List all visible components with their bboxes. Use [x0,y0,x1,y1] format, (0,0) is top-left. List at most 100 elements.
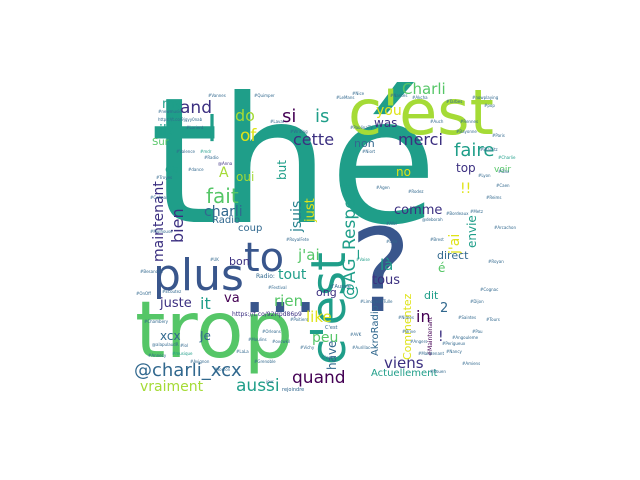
word: #Auch [430,119,444,124]
word: https://t.co/9jgyy0nab [158,117,203,122]
word: l [207,109,218,150]
word: #Caen [496,183,510,188]
word: ça [165,162,179,176]
word: no [396,165,411,179]
word: j'ai [298,246,320,264]
word: #Albi [386,221,397,226]
word: #Moulins [248,337,267,342]
word: #Rouen [430,369,446,374]
word: #Angouleme [452,335,479,340]
word: faire [454,140,495,161]
word: tout [278,267,307,283]
word: like [306,308,332,326]
word: and [180,98,212,118]
word: #Paris [492,133,505,138]
word: #dance [188,167,204,172]
word: comme [394,203,443,218]
word: !! [460,181,472,197]
word: #nowplaying [472,95,499,100]
word: #Writing [290,129,308,134]
word: rien [274,292,304,310]
word: viens [384,354,424,372]
word: vraiment [140,379,204,395]
word: #LaLa [236,349,249,354]
word: @Anna [218,161,233,166]
word: bon [229,255,250,268]
word: Radio: [256,273,275,280]
word: #Agen [376,185,390,190]
word: #Colmar [150,195,168,200]
word: plus [153,250,244,301]
word: #Akcha [412,95,428,100]
word: #Lorient [186,125,204,130]
word: Je [200,329,211,343]
word: coup [238,223,263,234]
word: d'Aussie [330,284,351,290]
word: #Toulon [214,367,231,372]
word: #Avignon [190,359,210,364]
word: jour [266,379,274,384]
word: #pop [484,103,495,108]
word: peu [312,330,339,346]
word: #Angers [410,339,428,344]
word: my [162,97,183,112]
word: #Nimes [398,315,414,320]
word: #Brest [430,237,444,242]
word: direct [437,249,469,262]
word: #Brive [402,329,416,334]
word: #RoyalFete [286,237,309,242]
word: charli [204,204,243,220]
word: ! [438,329,444,345]
word: trop [135,286,294,376]
word: #LeMans [336,95,355,100]
word: was [374,116,398,130]
word: #Nice [352,91,365,96]
word: #Limoges [360,299,381,304]
word: to [244,235,285,281]
word: #Bordeaux [446,211,469,216]
word: #PaulinaTV [350,125,373,130]
word: Charli [402,80,446,98]
word: #Vichy [300,345,315,350]
word: merci [398,130,443,149]
word: ... [242,238,319,331]
word: 2 [440,301,449,316]
word: #Grenoble [254,359,276,364]
word: dit [424,289,439,302]
word: #Chambery [144,319,169,324]
word: #mdr [200,149,212,154]
word: bien [168,208,187,243]
word: thé [150,61,438,264]
word: #Tulle [380,299,393,304]
word: #Valence [176,149,195,154]
word: si [282,106,297,127]
word: fait [206,184,239,208]
word: #UK [210,257,219,262]
word: #Mulhouse [150,229,173,234]
word: Actuellement [371,368,438,379]
word: non [354,137,375,150]
word: tous [372,273,401,288]
word: #Lyon [478,173,491,178]
word: #musique [172,351,193,356]
word: @AG_Respect [340,182,360,300]
word: #Nantes [390,93,408,98]
word: AkroRadio [370,305,381,356]
word: là [380,256,394,274]
word: #Nancy [446,349,462,354]
word: top [456,161,476,175]
word: #Orleans [262,329,281,334]
word: it [200,294,211,313]
word: #Metz [470,209,483,214]
word: #Poitiers [290,317,309,322]
word: #Radio [204,155,219,160]
word: aussi [236,376,280,396]
word: #Tarbes [446,99,463,104]
word: #Biarritz [480,147,498,152]
word: https://t.co/92Hpd86p9 [232,311,302,318]
word: #Royan [488,259,504,264]
word: voir [494,165,512,175]
word: #Aurillac [352,345,371,350]
word: #Bayonne [456,129,477,134]
word: #Ecoutez [162,289,182,294]
